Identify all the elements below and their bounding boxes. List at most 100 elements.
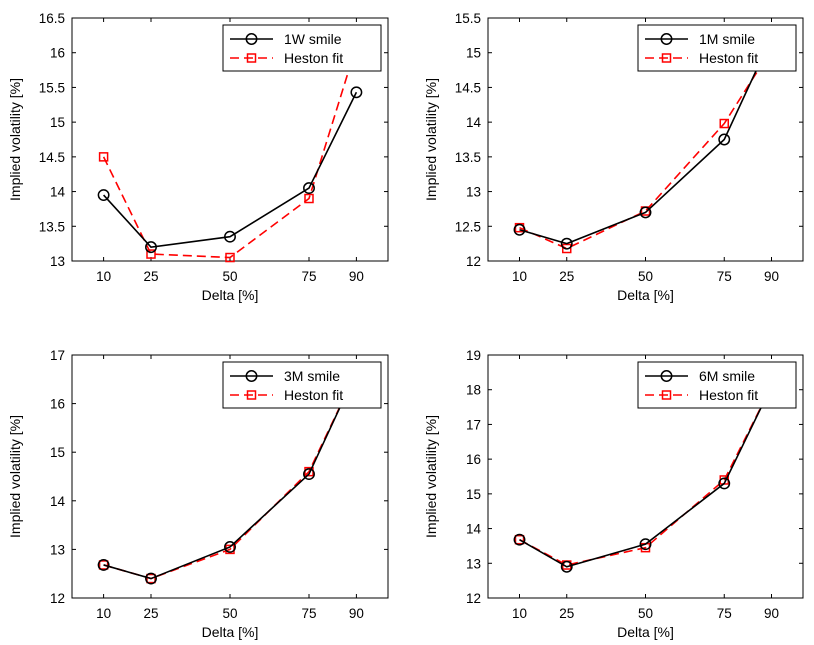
chart-1-legend: 1W smile Heston fit [222, 24, 382, 72]
chart-1-xtick-label: 50 [222, 269, 237, 284]
chart-2-legend-label: 1M smile [699, 31, 755, 47]
chart-1-legend-swatch-marker [246, 53, 257, 63]
chart-3-ytick-label: 16 [50, 397, 65, 412]
chart-2-smile-point [513, 223, 526, 236]
chart-1-ytick-label: 15 [50, 115, 65, 130]
chart-2-ytick-label: 14 [466, 115, 482, 130]
chart-2-ytick-label: 13 [466, 185, 481, 200]
chart-4-smile-point [560, 560, 573, 573]
chart-3-smile-point [303, 468, 315, 481]
chart-1-smile-point [97, 189, 110, 201]
chart-1-heston-point [98, 152, 109, 162]
chart-1-xlabel: Delta [%] [202, 287, 259, 303]
chart-1-series-heston-line [102, 45, 358, 259]
chart-2-legend: 1M smile Heston fit [637, 24, 797, 72]
chart-2-ylabel: Implied volatility [%] [423, 78, 439, 201]
chart-1-ytick-label: 16.5 [39, 11, 65, 26]
chart-3-legend-box [222, 361, 382, 409]
chart-4-xtick-label: 75 [717, 606, 732, 621]
chart-2-smile-point [639, 206, 652, 219]
chart-4-series-smile-line [519, 385, 773, 568]
chart-2-ytick-label: 12.5 [455, 219, 481, 234]
chart-4-smile-point [513, 533, 526, 546]
chart-2-legend-swatch-marker [661, 53, 672, 63]
chart-2-ytick-label: 14.5 [455, 80, 481, 95]
chart-3-smile-point [97, 559, 110, 571]
chart-3-legend-label: 3M smile [284, 368, 340, 384]
chart-1-legend-box [222, 24, 382, 72]
chart-1-ytick-label: 14.5 [39, 150, 65, 165]
chart-1-xtick-label: 75 [301, 269, 316, 284]
chart-1-xtick-label: 10 [96, 269, 111, 284]
chart-1-legend-swatch-marker [245, 33, 258, 45]
chart-1-ytick-label: 15.5 [39, 80, 65, 95]
chart-4-ytick-label: 19 [466, 348, 481, 363]
chart-1-ytick-label: 13 [50, 254, 65, 269]
chart-1-smile-point [145, 241, 157, 254]
chart-4-xlabel: Delta [%] [617, 624, 674, 640]
chart-3-smile-point [224, 541, 236, 553]
chart-1-ylabel: Implied volatility [%] [7, 78, 23, 201]
chart-3-smile-point [145, 572, 157, 585]
chart-4-ytick-label: 16 [466, 452, 481, 467]
chart-3-ytick-label: 17 [50, 348, 65, 363]
chart-4-ytick-label: 12 [466, 591, 481, 606]
chart-4-ytick-label: 17 [466, 417, 481, 432]
chart-1-ytick-label: 16 [50, 46, 65, 61]
chart-4-xtick-label: 90 [764, 606, 779, 621]
chart-1-smile-point [350, 86, 363, 99]
chart-1-panel: 10 25 50 75 90 13 13.5 14 14.5 15 15.5 16 16.5 Delta … [7, 11, 389, 303]
chart-3-xtick-label: 75 [301, 606, 316, 621]
chart-3-heston-point [146, 573, 156, 584]
chart-2-ytick-label: 15.5 [455, 11, 481, 26]
chart-1-heston-point [304, 193, 314, 204]
chart-3-legend: 3M smile Heston fit [222, 361, 382, 409]
chart-4-legend: 6M smile Heston fit [637, 361, 797, 409]
chart-2-legend-swatch-marker [660, 33, 673, 45]
chart-3-xlabel: Delta [%] [202, 624, 259, 640]
chart-2-series-heston-line [519, 48, 773, 250]
chart-3-panel: 10 25 50 75 90 12 13 14 15 16 17 Delta [%] Implied v… [7, 348, 389, 640]
chart-1-legend-label: 1W smile [284, 31, 342, 47]
chart-3-ytick-label: 12 [50, 591, 65, 606]
chart-2-xtick-label: 75 [717, 269, 732, 284]
chart-2-smile-point [560, 237, 573, 250]
chart-4-legend-box [637, 361, 797, 409]
chart-3-legend-swatch-marker [245, 370, 258, 382]
chart-3-xtick-label: 50 [222, 606, 237, 621]
chart-1-series-smile-line [103, 91, 358, 248]
chart-2-xtick-label: 50 [638, 269, 653, 284]
chart-3-legend-swatch-marker [246, 390, 257, 400]
chart-3-xtick-label: 10 [96, 606, 111, 621]
chart-3-ylabel: Implied volatility [%] [7, 415, 23, 538]
chart-4-ytick-label: 13 [466, 556, 481, 571]
chart-3-xtick-label: 90 [349, 606, 364, 621]
chart-4-legend-swatch-marker [661, 390, 672, 400]
chart-2-ytick-label: 15 [466, 46, 481, 61]
chart-1-smile-point [224, 230, 236, 243]
chart-2-xlabel: Delta [%] [617, 287, 674, 303]
chart-2-legend-label: Heston fit [699, 50, 758, 66]
chart-3-heston-point [98, 560, 109, 570]
chart-1-smile-point [303, 182, 315, 195]
chart-4-series-heston-line [519, 385, 773, 566]
chart-4-smile-point [639, 538, 652, 551]
chart-4-ytick-label: 15 [466, 487, 481, 502]
chart-2-xtick-label: 90 [764, 269, 779, 284]
chart-2-heston-point [562, 243, 572, 254]
chart-4-ylabel: Implied volatility [%] [423, 415, 439, 538]
chart-1-xtick-label: 90 [349, 269, 364, 284]
chart-4-ytick-label: 18 [466, 383, 481, 398]
chart-1-legend-label: Heston fit [284, 50, 343, 66]
chart-2-series-smile-line [519, 37, 773, 245]
chart-4-legend-swatch-marker [660, 370, 673, 382]
chart-1-heston-point [146, 249, 156, 259]
chart-1-heston-point [225, 252, 235, 263]
chart-2-legend-box [637, 24, 797, 72]
chart-4-legend-label: Heston fit [699, 387, 758, 403]
chart-3-xtick-label: 25 [143, 606, 158, 621]
chart-2-smile-point [718, 133, 731, 146]
chart-4-ytick-label: 14 [466, 522, 482, 537]
chart-2-xtick-label: 10 [512, 269, 527, 284]
